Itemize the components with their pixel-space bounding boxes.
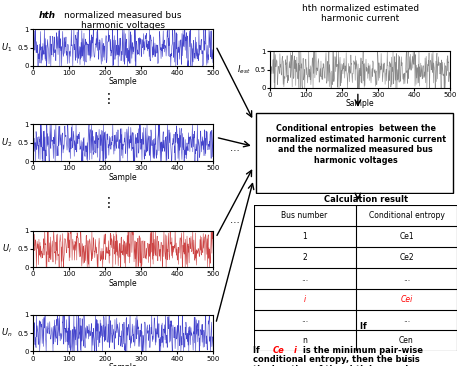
Text: normalized measured bus
harmonic voltages: normalized measured bus harmonic voltage… [64,11,182,30]
Text: conditional entropy, then the bus: conditional entropy, then the bus [253,355,415,364]
Text: Bus number: Bus number [282,211,328,220]
Text: Ce2: Ce2 [399,253,414,262]
Text: h: h [349,365,355,366]
X-axis label: Sample: Sample [109,173,137,182]
Text: ...: ... [403,274,410,283]
Y-axis label: $U_n$: $U_n$ [1,327,12,339]
X-axis label: Sample: Sample [109,279,137,288]
Text: …: … [230,143,239,153]
Text: th harmonic source: th harmonic source [356,365,447,366]
Text: 1: 1 [302,232,307,241]
X-axis label: Sample: Sample [109,78,137,86]
Text: i: i [403,355,406,364]
Text: Conditional entropy: Conditional entropy [368,211,445,220]
Text: Cen: Cen [399,336,414,346]
Text: If: If [360,322,370,331]
Text: ...: ... [403,315,410,325]
X-axis label: Sample: Sample [109,363,137,366]
Text: hth: hth [39,11,56,20]
Y-axis label: $U_2$: $U_2$ [1,137,12,149]
Y-axis label: $U_i$: $U_i$ [2,243,12,255]
Text: Calculation result: Calculation result [324,195,408,204]
Text: Ce1: Ce1 [399,232,414,241]
Text: n: n [302,336,307,346]
Y-axis label: $U_1$: $U_1$ [1,41,12,54]
Text: 2: 2 [302,253,307,262]
Y-axis label: $I_{est}$: $I_{est}$ [237,63,251,76]
Text: i: i [293,346,296,355]
Text: ...: ... [301,274,308,283]
Text: Conditional entropies  between the
normalized estimated harmonic current
and the: Conditional entropies between the normal… [265,124,446,165]
Text: ⋮: ⋮ [102,92,116,106]
Text: Ce: Ce [273,346,284,355]
Text: ...: ... [301,315,308,325]
Text: the location of the: the location of the [253,365,344,366]
Text: If: If [253,346,263,355]
Text: is the minimum pair-wise: is the minimum pair-wise [300,346,423,355]
Text: …: … [230,214,239,225]
X-axis label: Sample: Sample [346,100,374,108]
Text: hth normalized estimated
harmonic current: hth normalized estimated harmonic curren… [301,4,419,23]
FancyBboxPatch shape [255,113,453,193]
Text: Cei: Cei [401,295,412,303]
Text: is: is [409,355,419,364]
Text: i: i [303,295,306,303]
Text: ⋮: ⋮ [102,196,116,210]
